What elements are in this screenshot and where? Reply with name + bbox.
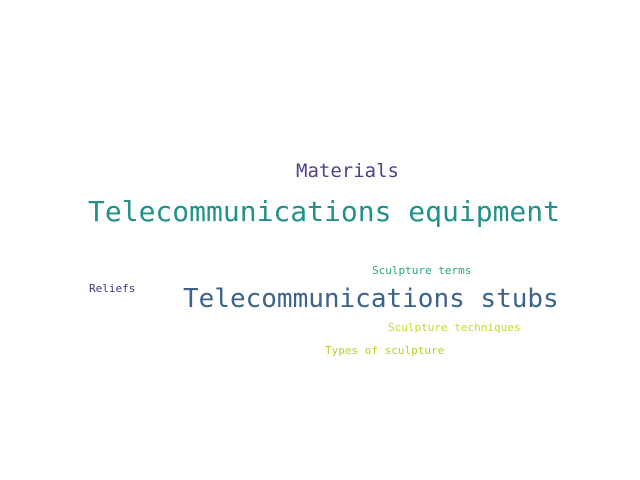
word-materials: Materials (296, 160, 399, 182)
word-reliefs: Reliefs (89, 282, 136, 295)
word-sculpture-terms: Sculpture terms (372, 264, 472, 277)
word-telecommunications-stubs: Telecommunications stubs (183, 284, 559, 314)
word-types-of-sculpture: Types of sculpture (325, 344, 445, 357)
word-sculpture-techniques: Sculpture techniques (388, 321, 521, 334)
word-telecommunications-equipment: Telecommunications equipment (88, 195, 561, 228)
